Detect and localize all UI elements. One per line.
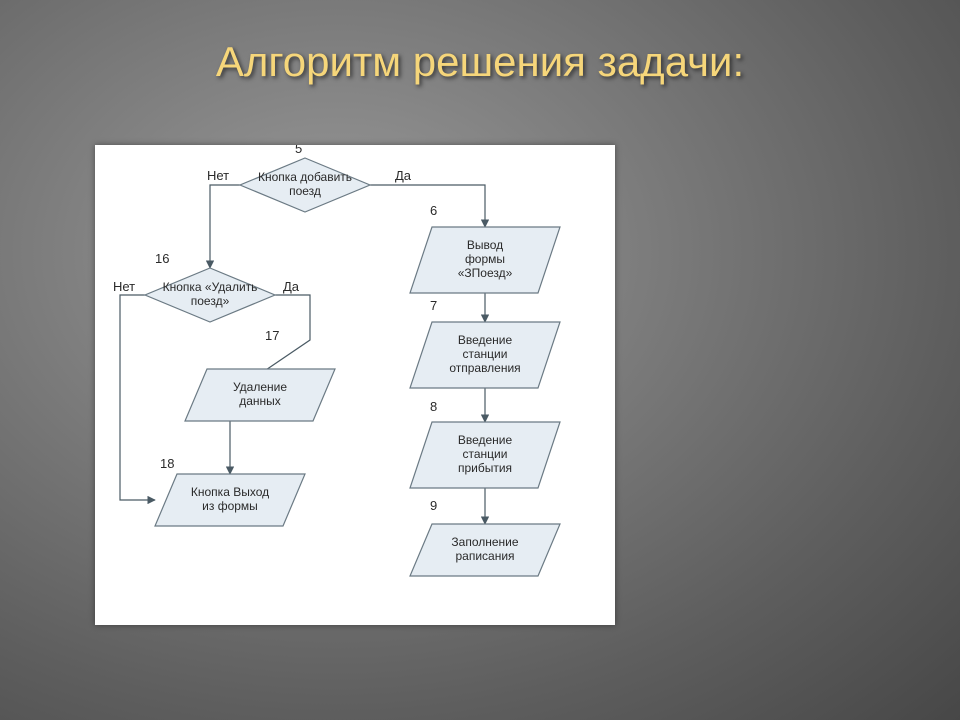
node-number: 16 (155, 251, 169, 266)
node-label: отправления (449, 361, 520, 375)
edge-label: Нет (207, 168, 229, 183)
node-label: раписания (455, 549, 514, 563)
node-number: 6 (430, 203, 437, 218)
node-number: 9 (430, 498, 437, 513)
flow-node: Выводформы«ЗПоезд» (410, 227, 560, 293)
node-label: Кнопка «Удалить (163, 280, 258, 294)
node-label: Введение (458, 433, 513, 447)
node-label: поезд» (191, 294, 230, 308)
node-number: 17 (265, 328, 279, 343)
slide: Алгоритм решения задачи: Нет Да Да Нет Кнопк… (0, 0, 960, 720)
node-number: 5 (295, 145, 302, 156)
node-label: Кнопка добавить (258, 170, 352, 184)
flow-edge (370, 185, 485, 227)
node-label: Введение (458, 333, 513, 347)
flow-node: Кнопка «Удалитьпоезд» (145, 268, 275, 322)
node-label: данных (239, 394, 281, 408)
edge-label: Да (283, 279, 300, 294)
node-label: из формы (202, 499, 258, 513)
flow-node: Введениестанцииотправления (410, 322, 560, 388)
flow-node: Кнопка добавитьпоезд (240, 158, 370, 212)
node-label: станции (463, 447, 508, 461)
slide-title: Алгоритм решения задачи: (0, 38, 960, 86)
node-label: Кнопка Выход (191, 485, 269, 499)
node-label: станции (463, 347, 508, 361)
flow-edge (210, 185, 240, 268)
edge-label: Нет (113, 279, 135, 294)
node-number: 8 (430, 399, 437, 414)
flowchart-panel: Нет Да Да Нет Кнопка добавитьпоезд 5 Выводформ… (95, 145, 615, 625)
node-number: 7 (430, 298, 437, 313)
node-label: поезд (289, 184, 321, 198)
flow-edge (120, 295, 155, 500)
flow-node: Удалениеданных (185, 369, 335, 421)
node-label: Удаление (233, 380, 287, 394)
flow-node: Кнопка Выходиз формы (155, 474, 305, 526)
node-number: 18 (160, 456, 174, 471)
flowchart-svg: Нет Да Да Нет Кнопка добавитьпоезд 5 Выводформ… (95, 145, 615, 625)
edge-label: Да (395, 168, 412, 183)
node-label: формы (465, 252, 505, 266)
node-label: Вывод (467, 238, 503, 252)
node-label: «ЗПоезд» (458, 266, 513, 280)
node-label: прибытия (458, 461, 512, 475)
flow-node: Заполнениераписания (410, 524, 560, 576)
node-label: Заполнение (451, 535, 518, 549)
flow-node: Введениестанцииприбытия (410, 422, 560, 488)
